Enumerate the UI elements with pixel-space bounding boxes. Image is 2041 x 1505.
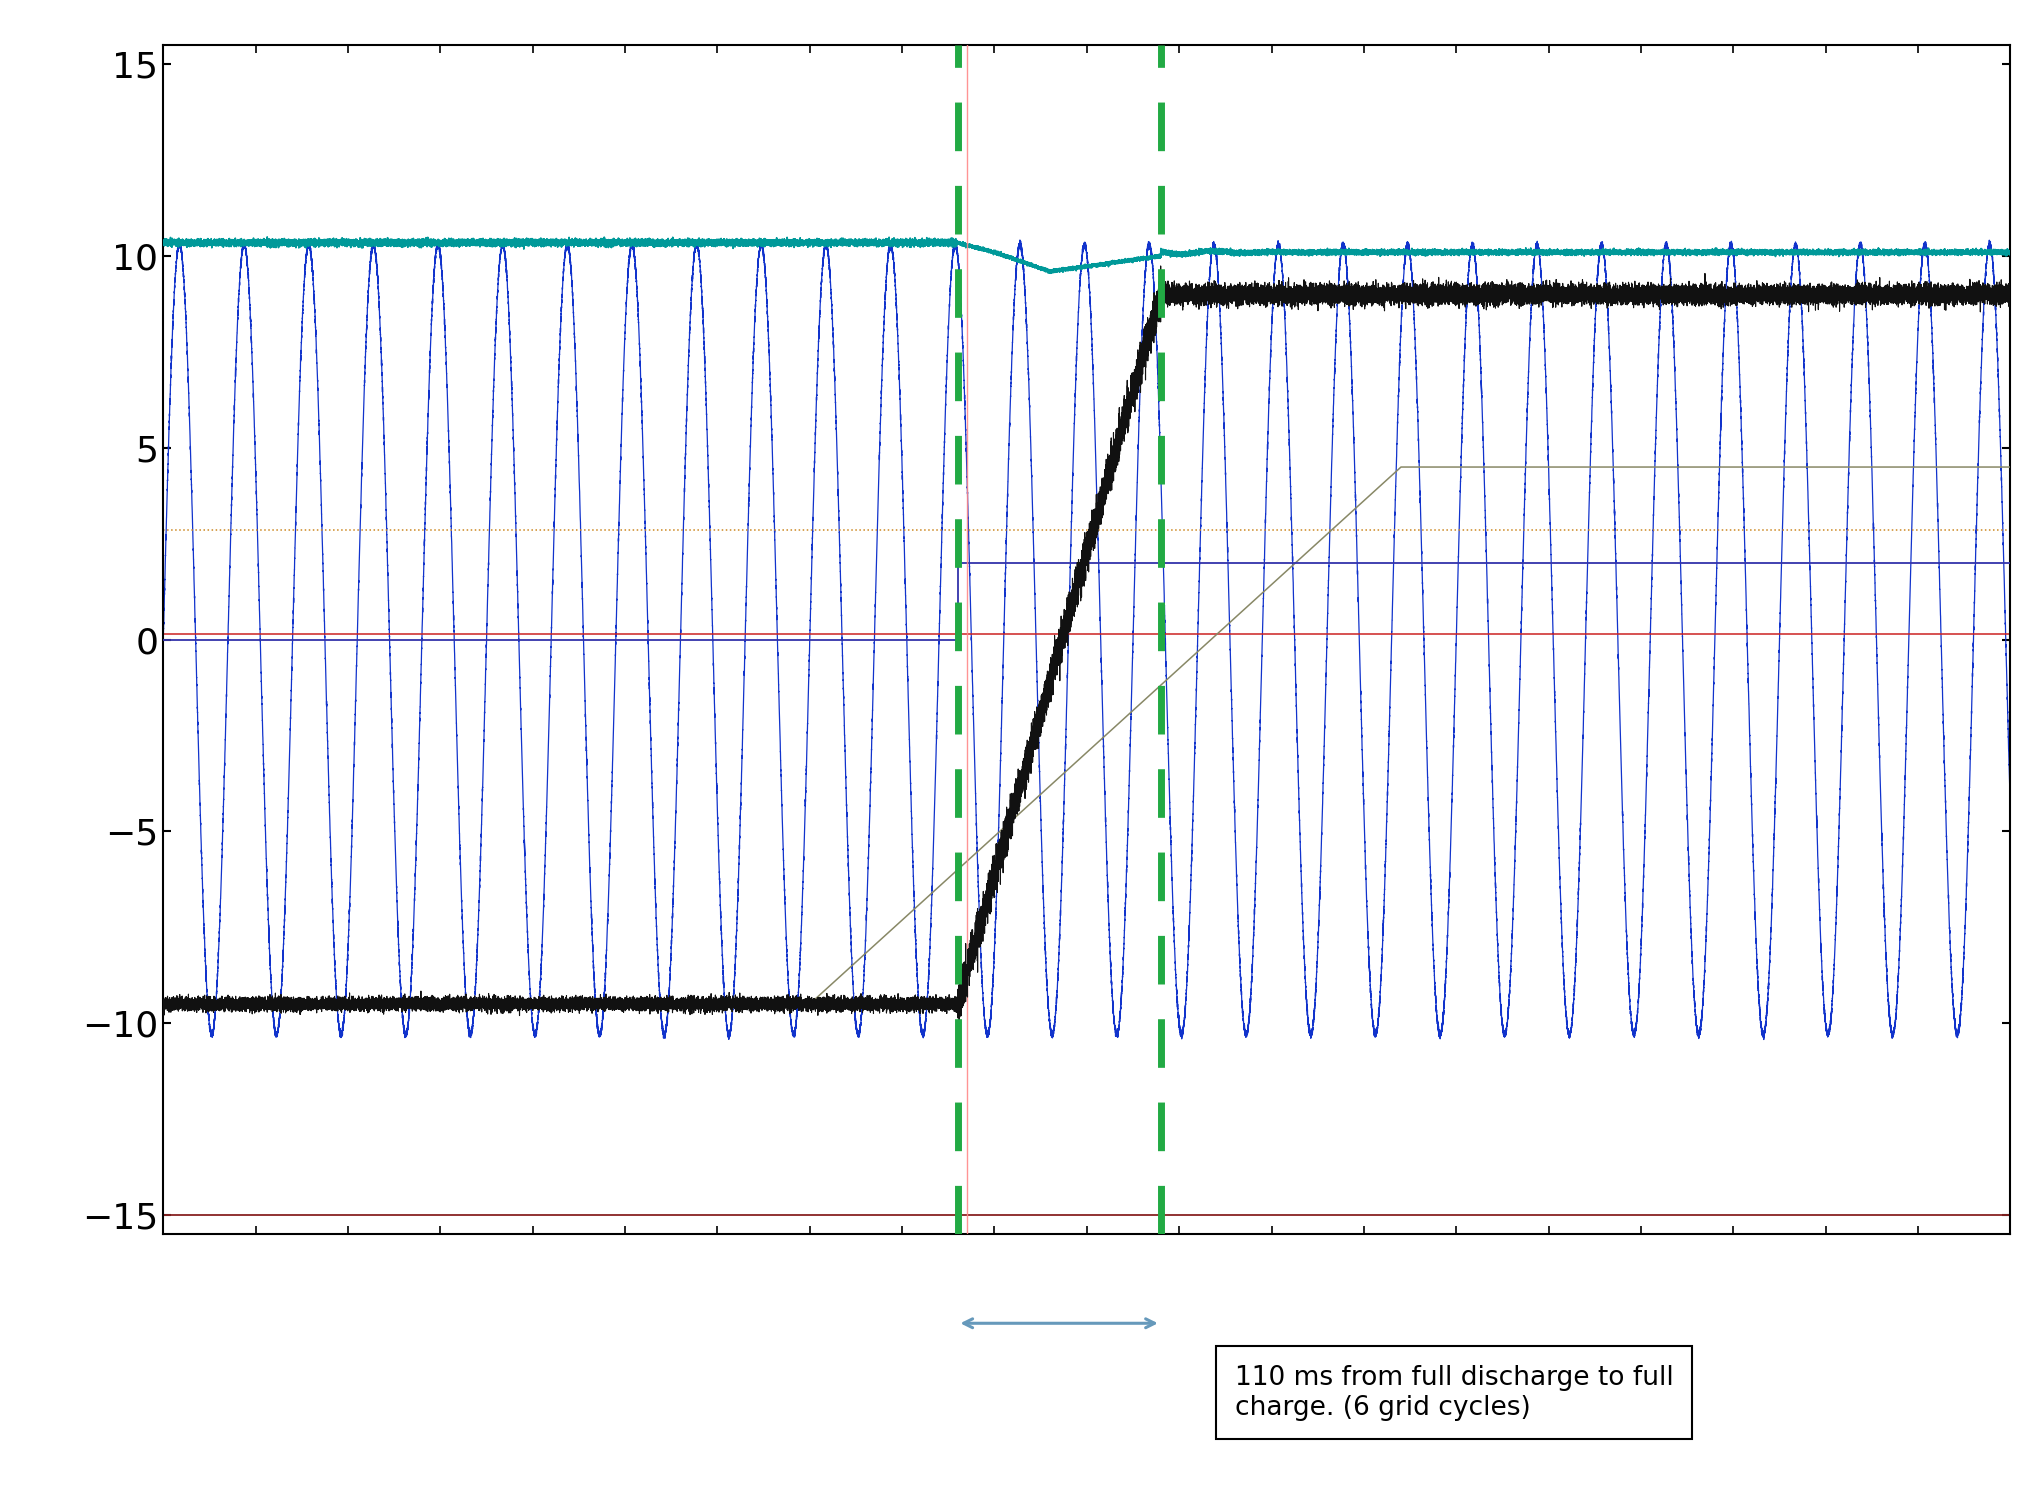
Text: 110 ms from full discharge to full
charge. (6 grid cycles): 110 ms from full discharge to full charg… <box>1235 1365 1674 1421</box>
